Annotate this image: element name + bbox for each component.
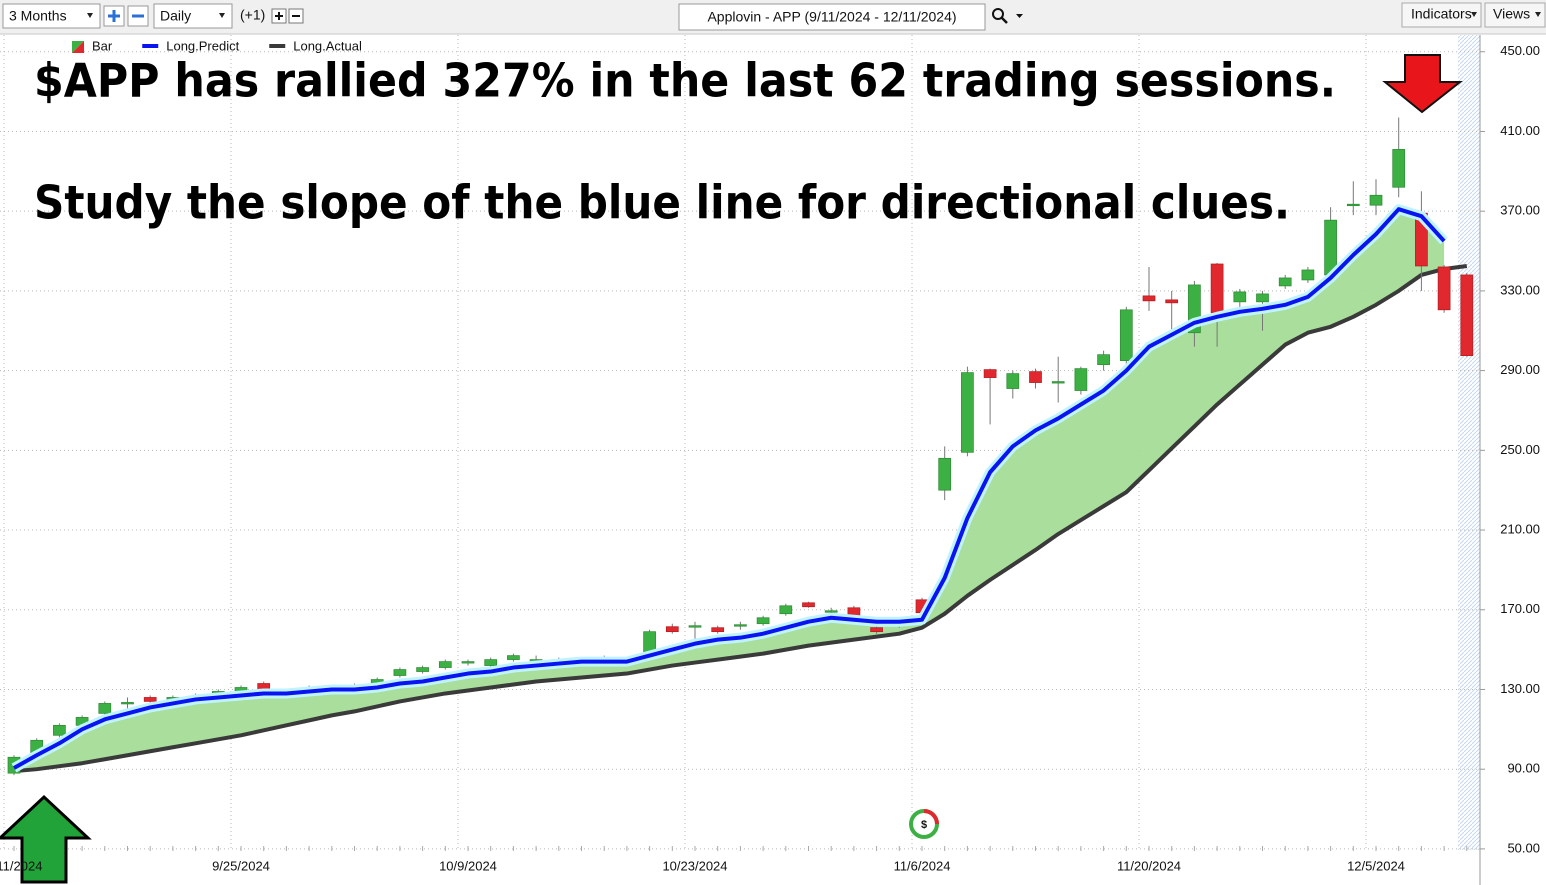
candle-body bbox=[983, 369, 997, 378]
candle-body bbox=[53, 724, 66, 736]
views-text: Views bbox=[1493, 6, 1530, 22]
candle-body bbox=[665, 626, 679, 633]
candle-body bbox=[756, 617, 770, 625]
candle-body bbox=[121, 702, 134, 705]
y-tick-label: 170.00 bbox=[1500, 601, 1540, 616]
views-button[interactable] bbox=[1484, 2, 1546, 28]
up-arrow bbox=[0, 794, 92, 884]
y-tick-label: 370.00 bbox=[1500, 203, 1540, 218]
x-tick-label: 11/20/2024 bbox=[1117, 858, 1181, 873]
interval-text: Daily bbox=[160, 8, 191, 24]
x-tick-label: 9/11/2024 bbox=[0, 858, 42, 873]
legend: Bar Long.Predict Long.Actual bbox=[72, 38, 362, 53]
candle-body bbox=[688, 625, 702, 628]
down-arrow bbox=[1382, 54, 1463, 114]
candle-body bbox=[779, 605, 793, 615]
candle-body bbox=[1074, 368, 1088, 391]
candle-body bbox=[1437, 266, 1451, 311]
candle-body bbox=[393, 669, 407, 676]
candle-body bbox=[1119, 309, 1133, 361]
candle-body bbox=[484, 659, 498, 666]
dividend-icon: $ bbox=[909, 809, 939, 839]
annotation: Study the slope of the blue line for dir… bbox=[34, 176, 1290, 230]
candle-body bbox=[938, 457, 952, 491]
series-line bbox=[13, 263, 1468, 774]
indicators-text: Indicators bbox=[1411, 6, 1472, 22]
candle-body bbox=[1142, 295, 1156, 302]
candle-body bbox=[1346, 203, 1360, 207]
candle-body bbox=[1006, 373, 1020, 389]
candle-body bbox=[734, 624, 747, 627]
candle-body bbox=[711, 627, 725, 633]
range-select[interactable] bbox=[2, 3, 101, 29]
y-tick-label: 250.00 bbox=[1500, 442, 1540, 457]
candle-body bbox=[1051, 381, 1065, 384]
candle-body bbox=[1097, 354, 1110, 365]
candle-body bbox=[802, 602, 815, 608]
legend-label: Long.Predict bbox=[166, 38, 239, 53]
search-button[interactable] bbox=[992, 8, 1023, 24]
candle-body bbox=[1210, 263, 1224, 314]
candle-body bbox=[870, 627, 883, 633]
series-line bbox=[13, 207, 1446, 770]
candle-body bbox=[143, 697, 157, 702]
offset-text: (+1) bbox=[240, 7, 265, 23]
candle-body bbox=[1256, 293, 1269, 303]
candle-body bbox=[1029, 371, 1042, 383]
candle-body bbox=[824, 610, 838, 613]
y-tick-label: 90.00 bbox=[1507, 761, 1540, 776]
indicators-button[interactable] bbox=[1401, 2, 1482, 28]
x-tick-label: 10/23/2024 bbox=[662, 858, 727, 873]
candle-body bbox=[1278, 277, 1292, 287]
candle-body bbox=[416, 667, 429, 672]
y-tick-label: 290.00 bbox=[1500, 362, 1540, 377]
candle-body bbox=[507, 655, 520, 660]
y-tick-label: 330.00 bbox=[1500, 282, 1540, 297]
candle-body bbox=[1392, 149, 1406, 188]
annotation: $APP has rallied 327% in the last 62 tra… bbox=[34, 54, 1336, 108]
x-tick-label: 10/9/2024 bbox=[439, 858, 497, 873]
interval-select[interactable] bbox=[153, 3, 233, 29]
spread-fill bbox=[14, 209, 1445, 772]
candle-body bbox=[1460, 274, 1474, 357]
symbol-box[interactable] bbox=[678, 3, 986, 31]
x-tick-label: 12/5/2024 bbox=[1347, 858, 1405, 873]
y-tick-label: 410.00 bbox=[1500, 123, 1540, 138]
candle-body bbox=[438, 661, 452, 668]
y-tick-label: 210.00 bbox=[1500, 521, 1540, 536]
y-tick-label: 50.00 bbox=[1507, 840, 1540, 855]
legend-label: Bar bbox=[92, 38, 113, 53]
y-tick-label: 450.00 bbox=[1500, 43, 1540, 58]
candle-body bbox=[1301, 269, 1315, 281]
candle-body bbox=[1369, 194, 1383, 206]
candle-body bbox=[1233, 291, 1247, 303]
y-tick-label: 130.00 bbox=[1500, 681, 1540, 696]
candle-body bbox=[98, 703, 112, 714]
legend-swatch bbox=[72, 41, 84, 53]
x-tick-label: 11/6/2024 bbox=[894, 858, 951, 873]
x-tick-label: 9/25/2024 bbox=[212, 858, 270, 873]
candle-body bbox=[961, 372, 974, 453]
future-zone bbox=[1458, 35, 1480, 850]
range-text: 3 Months bbox=[9, 8, 67, 24]
chart-title: Applovin - APP (9/11/2024 - 12/11/2024) bbox=[707, 9, 956, 25]
legend-label: Long.Actual bbox=[293, 38, 362, 53]
candle-body bbox=[461, 661, 475, 664]
candle-body bbox=[1165, 299, 1179, 304]
svg-text:$: $ bbox=[921, 819, 927, 831]
